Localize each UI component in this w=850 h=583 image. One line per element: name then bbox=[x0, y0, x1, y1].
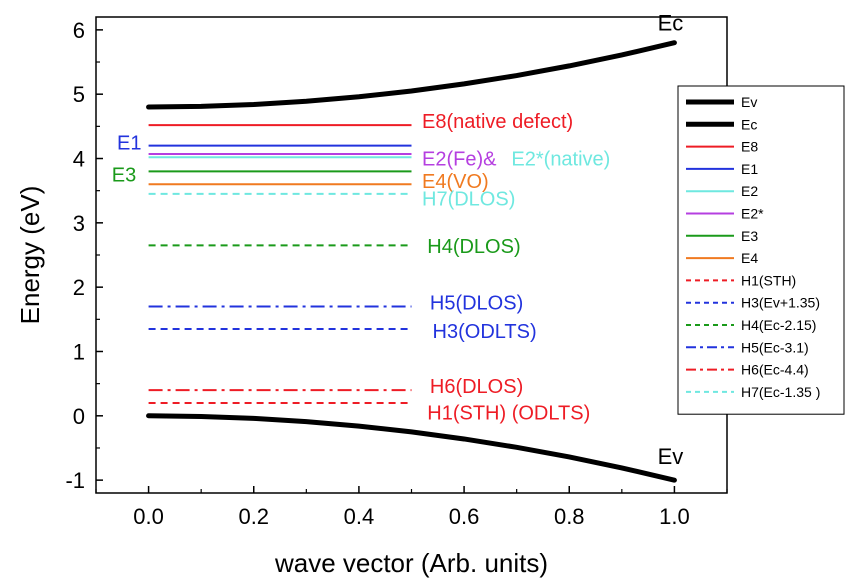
x-tick-label: 0.2 bbox=[238, 504, 269, 529]
legend-label: H6(Ec-4.4) bbox=[741, 362, 809, 378]
band-label-ec: Ec bbox=[658, 11, 684, 36]
annotation-label: E2*(native) bbox=[511, 149, 610, 171]
legend-label: E4 bbox=[741, 250, 758, 266]
legend-label: E3 bbox=[741, 228, 758, 244]
y-tick-label: 3 bbox=[73, 211, 85, 236]
legend-label: H1(STH) bbox=[741, 272, 796, 288]
legend-label: E2* bbox=[741, 206, 764, 222]
y-tick-label: 2 bbox=[73, 275, 85, 300]
band-edges: Ev Ec bbox=[146, 11, 684, 483]
level-annotations: E8(native defect) E1 E2(Fe)& E2*(native) E3 E… bbox=[112, 111, 611, 424]
band-ec bbox=[146, 40, 677, 110]
legend-label: H5(Ec-3.1) bbox=[741, 339, 809, 355]
legend-label: Ev bbox=[741, 94, 757, 110]
legend-label: E2 bbox=[741, 183, 758, 199]
legend: Ev Ec E8 E1 E2 E2* E3 E4 H1(STH) H3(Ev+1.35) H4(Ec… bbox=[677, 85, 845, 415]
annotation-label: H3(ODLTS) bbox=[433, 321, 537, 343]
y-axis-label: Energy (eV) bbox=[15, 186, 45, 325]
legend-label: H4(Ec-2.15) bbox=[741, 317, 816, 333]
band-label-ev: Ev bbox=[658, 444, 684, 469]
legend-label: E1 bbox=[741, 161, 758, 177]
y-tick-label: -1 bbox=[65, 468, 85, 493]
annotation-label: H5(DLOS) bbox=[430, 293, 523, 315]
y-tick-label: 6 bbox=[73, 18, 85, 43]
annotation-label: H4(DLOS) bbox=[427, 236, 520, 258]
annotation-label: H6(DLOS) bbox=[430, 376, 523, 398]
defect-levels bbox=[148, 124, 412, 404]
band-ev bbox=[146, 413, 677, 483]
annotation-label: H7(DLOS) bbox=[422, 188, 515, 210]
x-axis-label: wave vector (Arb. units) bbox=[274, 548, 548, 578]
x-tick-label: 0.8 bbox=[554, 504, 585, 529]
legend-box bbox=[677, 85, 845, 415]
annotation-label: E4(VO) bbox=[422, 171, 489, 193]
annotation-label: E3 bbox=[112, 165, 136, 187]
legend-label: E8 bbox=[741, 139, 758, 155]
annotation-label: E1 bbox=[117, 132, 141, 154]
x-tick-label: 0.0 bbox=[133, 504, 164, 529]
legend-label: Ec bbox=[741, 116, 757, 132]
y-tick-label: 5 bbox=[73, 82, 85, 107]
x-tick-label: 1.0 bbox=[659, 504, 690, 529]
x-tick-label: 0.6 bbox=[449, 504, 480, 529]
legend-label: H3(Ev+1.35) bbox=[741, 295, 820, 311]
annotation-label: E2(Fe)& bbox=[422, 149, 497, 171]
annotation-label: E8(native defect) bbox=[422, 111, 573, 133]
y-tick-label: 1 bbox=[73, 339, 85, 364]
axis-ticks: 0.0 0.2 0.4 0.6 0.8 1.0 -1 0 1 2 3 4 5 6 bbox=[65, 18, 728, 529]
x-tick-label: 0.4 bbox=[344, 504, 375, 529]
y-tick-label: 4 bbox=[73, 147, 85, 172]
annotation-label: H1(STH) (ODLTS) bbox=[427, 403, 590, 425]
legend-label: H7(Ec-1.35 ) bbox=[741, 384, 820, 400]
y-tick-label: 0 bbox=[73, 404, 85, 429]
